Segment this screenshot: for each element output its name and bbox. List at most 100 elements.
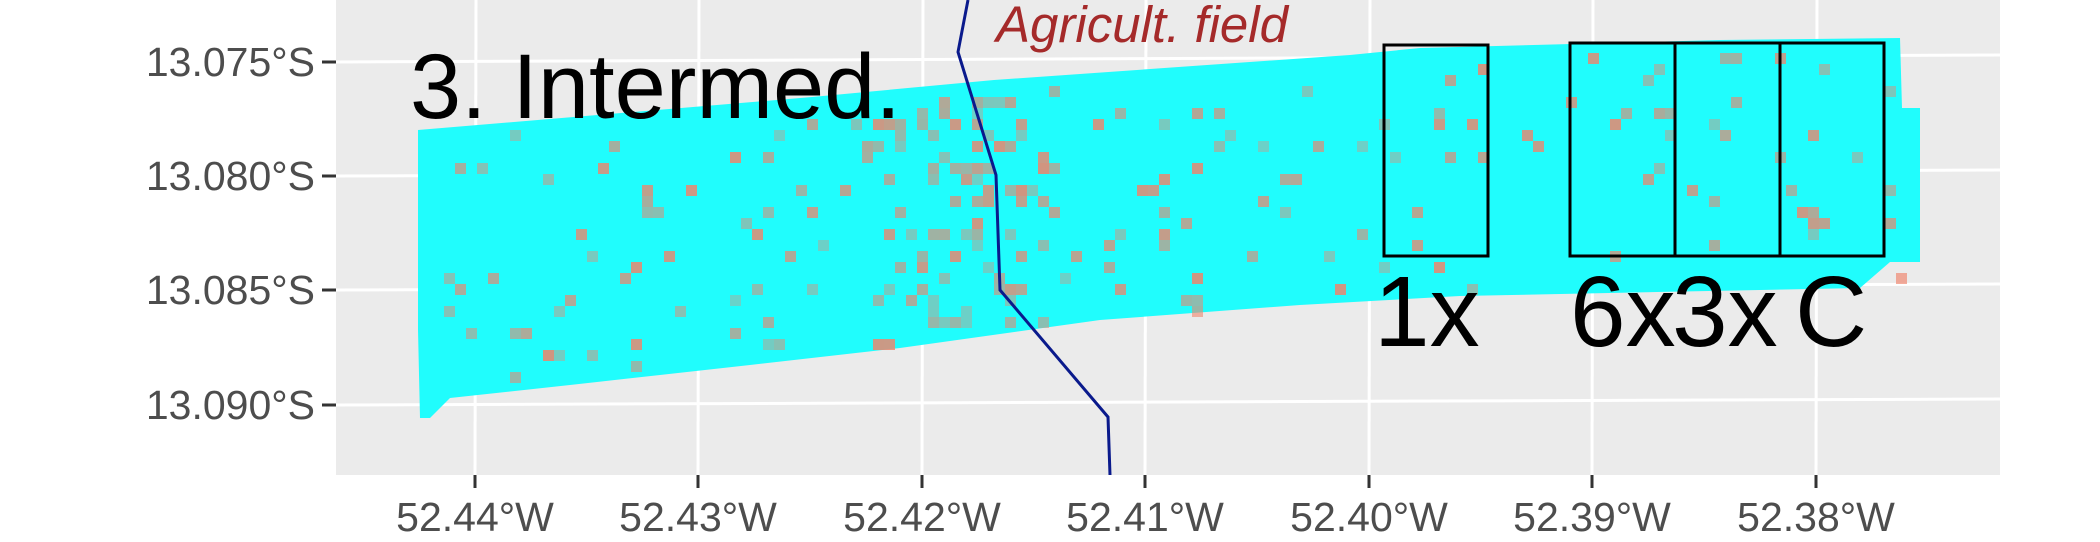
raster-hot-pixel bbox=[972, 141, 983, 152]
raster-hot-pixel bbox=[1654, 163, 1665, 174]
y-tick-label: 13.075°S bbox=[146, 39, 315, 85]
raster-hot-pixel bbox=[928, 163, 939, 174]
raster-hot-pixel bbox=[642, 207, 653, 218]
raster-hot-pixel bbox=[1390, 152, 1401, 163]
raster-hot-pixel bbox=[1159, 240, 1170, 251]
raster-hot-pixel bbox=[1181, 218, 1192, 229]
raster-hot-pixel bbox=[609, 141, 620, 152]
raster-hot-pixel bbox=[1005, 141, 1016, 152]
raster-hot-pixel bbox=[917, 262, 928, 273]
raster-hot-pixel bbox=[1434, 262, 1445, 273]
x-axis: 52.44°W 52.43°W 52.42°W 52.41°W 52.40°W … bbox=[396, 475, 1895, 540]
raster-hot-pixel bbox=[1335, 284, 1346, 295]
raster-hot-pixel bbox=[1467, 284, 1478, 295]
raster-hot-pixel bbox=[1313, 141, 1324, 152]
raster-hot-pixel bbox=[1533, 141, 1544, 152]
raster-hot-pixel bbox=[972, 218, 983, 229]
raster-hot-pixel bbox=[631, 262, 642, 273]
raster-hot-pixel bbox=[510, 130, 521, 141]
raster-hot-pixel bbox=[1038, 240, 1049, 251]
raster-hot-pixel bbox=[1665, 130, 1676, 141]
raster-hot-pixel bbox=[1049, 207, 1060, 218]
raster-hot-pixel bbox=[1038, 196, 1049, 207]
raster-hot-pixel bbox=[873, 339, 884, 350]
raster-hot-pixel bbox=[741, 218, 752, 229]
raster-hot-pixel bbox=[1115, 229, 1126, 240]
raster-hot-pixel bbox=[1159, 229, 1170, 240]
raster-hot-pixel bbox=[1819, 64, 1830, 75]
raster-hot-pixel bbox=[972, 163, 983, 174]
raster-hot-pixel bbox=[543, 174, 554, 185]
x-tick-label: 52.43°W bbox=[619, 494, 777, 540]
raster-hot-pixel bbox=[1093, 119, 1104, 130]
raster-hot-pixel bbox=[873, 141, 884, 152]
raster-hot-pixel bbox=[807, 119, 818, 130]
raster-hot-pixel bbox=[939, 229, 950, 240]
x-tick-label: 52.42°W bbox=[843, 494, 1001, 540]
raster-hot-pixel bbox=[675, 306, 686, 317]
raster-hot-pixel bbox=[730, 152, 741, 163]
raster-hot-pixel bbox=[1808, 229, 1819, 240]
raster-hot-pixel bbox=[730, 328, 741, 339]
raster-hot-pixel bbox=[884, 229, 895, 240]
raster-hot-pixel bbox=[1379, 262, 1390, 273]
raster-hot-pixel bbox=[1324, 251, 1335, 262]
raster-hot-pixel bbox=[1016, 284, 1027, 295]
raster-hot-pixel bbox=[1115, 284, 1126, 295]
raster-hot-pixel bbox=[466, 328, 477, 339]
raster-hot-pixel bbox=[972, 240, 983, 251]
field-boundary-line bbox=[956, 0, 1112, 475]
raster-hot-pixel bbox=[1192, 295, 1203, 306]
raster-hot-pixel bbox=[983, 130, 994, 141]
raster-hot-pixel bbox=[1038, 317, 1049, 328]
raster-hot-pixel bbox=[939, 152, 950, 163]
raster-hot-pixel bbox=[763, 152, 774, 163]
raster-hot-pixel bbox=[961, 306, 972, 317]
raster-hot-pixel bbox=[884, 339, 895, 350]
raster-hot-pixel bbox=[895, 262, 906, 273]
raster-hot-pixel bbox=[642, 196, 653, 207]
x-tick-label: 52.39°W bbox=[1513, 494, 1671, 540]
raster-hot-pixel bbox=[510, 328, 521, 339]
raster-hot-pixel bbox=[1786, 185, 1797, 196]
raster-hot-pixel bbox=[862, 141, 873, 152]
raster-hot-pixel bbox=[1709, 119, 1720, 130]
raster-hot-pixel bbox=[1214, 141, 1225, 152]
grid-line-h bbox=[335, 397, 2001, 407]
raster-hot-pixel bbox=[1258, 141, 1269, 152]
raster-hot-pixel bbox=[1302, 86, 1313, 97]
raster-hot-pixel bbox=[1720, 130, 1731, 141]
raster-hot-pixel bbox=[1819, 218, 1830, 229]
raster-hot-pixel bbox=[1181, 295, 1192, 306]
raster-hot-pixel bbox=[1588, 53, 1599, 64]
raster-hot-pixel bbox=[862, 152, 873, 163]
plot-box-1x bbox=[1382, 43, 1490, 258]
raster-hot-pixel bbox=[752, 229, 763, 240]
raster-hot-pixel bbox=[1038, 163, 1049, 174]
raster-hot-pixel bbox=[972, 97, 983, 108]
raster-hot-pixel bbox=[983, 196, 994, 207]
box-label-1x: 1x bbox=[1374, 256, 1480, 368]
raster-hot-pixel bbox=[917, 251, 928, 262]
raster-hot-pixel bbox=[763, 317, 774, 328]
raster-hot-pixel bbox=[785, 251, 796, 262]
y-tick-label: 13.090°S bbox=[146, 382, 315, 428]
raster-hot-pixel bbox=[576, 229, 587, 240]
raster-hot-pixel bbox=[928, 174, 939, 185]
raster-hot-pixel bbox=[983, 185, 994, 196]
raster-hot-pixel bbox=[961, 317, 972, 328]
raster-hot-pixel bbox=[1258, 196, 1269, 207]
box-label-6x: 6x bbox=[1570, 256, 1676, 368]
raster-hot-pixel bbox=[455, 284, 466, 295]
raster-hot-pixel bbox=[1291, 174, 1302, 185]
raster-hot-pixel bbox=[950, 196, 961, 207]
raster-hot-pixel bbox=[818, 240, 829, 251]
raster-hot-pixel bbox=[906, 229, 917, 240]
raster-hot-pixel bbox=[1709, 240, 1720, 251]
raster-hot-pixel bbox=[928, 229, 939, 240]
raster-hot-pixel bbox=[939, 273, 950, 284]
raster-hot-pixel bbox=[1159, 119, 1170, 130]
plot-boxes bbox=[1382, 41, 1886, 258]
raster-hot-pixel bbox=[972, 196, 983, 207]
